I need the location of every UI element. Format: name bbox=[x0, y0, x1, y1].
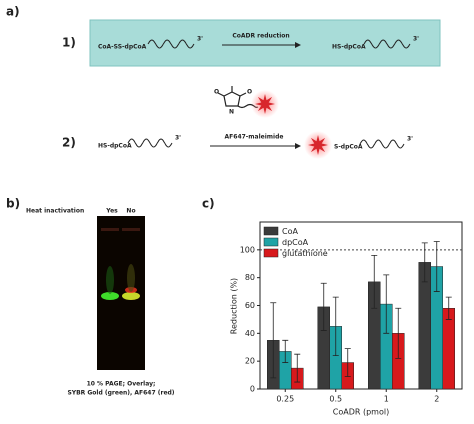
lane-label: No bbox=[126, 208, 135, 215]
strand-end: 3' bbox=[175, 135, 181, 142]
y-axis-label: Reduction (%) bbox=[230, 278, 239, 334]
x-axis-label: CoADR (pmol) bbox=[333, 408, 389, 417]
strand-end: 3' bbox=[413, 36, 419, 43]
panel-label: c) bbox=[202, 197, 215, 211]
strand bbox=[127, 138, 173, 148]
product: S-dpCoA bbox=[334, 144, 363, 151]
error-bar bbox=[332, 296, 339, 356]
atom: O bbox=[247, 89, 252, 96]
error-bar bbox=[421, 242, 428, 283]
error-bar bbox=[282, 339, 289, 363]
error-bar bbox=[344, 348, 351, 377]
error-bar bbox=[383, 274, 390, 334]
panel-label: b) bbox=[6, 197, 20, 211]
strand bbox=[147, 39, 195, 49]
y-tick-label: 20 bbox=[245, 357, 255, 366]
star bbox=[308, 135, 328, 155]
fluorophore bbox=[251, 90, 279, 118]
x-tick-label: 0.5 bbox=[329, 395, 342, 404]
x-tick-label: 2 bbox=[434, 395, 439, 404]
step-label: 2) bbox=[62, 136, 76, 150]
error-bar bbox=[270, 302, 277, 379]
bar bbox=[442, 308, 455, 390]
error-bar bbox=[320, 282, 327, 331]
legend-label: glutathione bbox=[282, 249, 328, 258]
gel-image bbox=[97, 216, 145, 370]
strand bbox=[359, 139, 405, 149]
error-bar bbox=[433, 241, 440, 292]
legend-swatch bbox=[263, 237, 279, 247]
error-bar bbox=[371, 255, 378, 309]
legend-swatch bbox=[263, 248, 279, 258]
gel-caption: SYBR Gold (green), AF647 (red) bbox=[67, 390, 174, 397]
y-tick-label: 40 bbox=[245, 329, 255, 338]
panel-label: a) bbox=[6, 5, 20, 19]
y-tick-label: 80 bbox=[245, 273, 255, 282]
step-label: 1) bbox=[62, 36, 76, 50]
product: HS-dpCoA bbox=[332, 44, 366, 51]
star bbox=[255, 94, 275, 114]
legend-label: dpCoA bbox=[282, 238, 309, 247]
x-tick-label: 1 bbox=[384, 395, 389, 404]
reactant: CoA-SS-dpCoA bbox=[98, 44, 147, 51]
gel-caption: 10 % PAGE; Overlay; bbox=[87, 381, 156, 388]
error-bar bbox=[294, 353, 301, 383]
arrow-label: CoADR reduction bbox=[232, 33, 289, 40]
lane-label: Yes bbox=[105, 208, 118, 215]
error-bar bbox=[445, 296, 452, 320]
strand bbox=[363, 39, 411, 49]
arrow-label: AF647-maleimide bbox=[225, 134, 284, 141]
y-tick-label: 60 bbox=[245, 301, 255, 310]
strand-end: 3' bbox=[407, 136, 413, 143]
x-tick-label: 0.25 bbox=[276, 395, 294, 404]
gel-header: Heat inactivation bbox=[26, 208, 84, 215]
y-tick-label: 100 bbox=[240, 245, 255, 254]
fluorophore bbox=[304, 131, 332, 159]
atom: O bbox=[214, 89, 219, 96]
atom: N bbox=[229, 109, 234, 116]
strand-end: 3' bbox=[197, 36, 203, 43]
legend-label: CoA bbox=[282, 227, 298, 236]
legend-swatch bbox=[263, 226, 279, 236]
y-tick-label: 0 bbox=[250, 385, 255, 394]
error-bar bbox=[395, 307, 402, 359]
reactant: HS-dpCoA bbox=[98, 143, 132, 150]
